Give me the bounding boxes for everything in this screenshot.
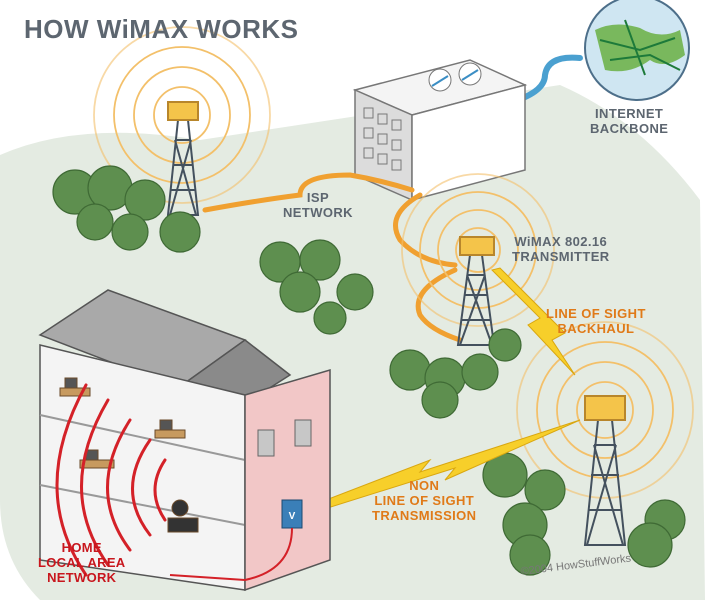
non-line-of-sight-label: NON LINE OF SIGHT TRANSMISSION bbox=[372, 478, 476, 523]
label-line: TRANSMISSION bbox=[372, 508, 477, 523]
isp-network-label: ISP NETWORK bbox=[283, 190, 353, 220]
label-line: TRANSMITTER bbox=[512, 249, 610, 264]
isp-cable-right bbox=[393, 192, 458, 268]
label-line: NETWORK bbox=[47, 570, 117, 585]
tower-left bbox=[166, 101, 200, 216]
label-line: BACKBONE bbox=[590, 121, 669, 136]
page-title: HOW WiMAX WORKS bbox=[24, 14, 299, 44]
wimax-transmitter-label: WiMAX 802.16 TRANSMITTER bbox=[512, 234, 610, 264]
label-line: LINE OF SIGHT bbox=[546, 306, 646, 321]
lan-cable bbox=[169, 527, 293, 582]
signal-rings-right bbox=[516, 321, 694, 499]
home-lan-label: HOME LOCAL AREA NETWORK bbox=[38, 540, 126, 585]
signal-rings-left bbox=[93, 26, 271, 204]
globe-icon bbox=[584, 0, 690, 101]
line-of-sight-backhaul-label: LINE OF SIGHT BACKHAUL bbox=[546, 306, 646, 336]
lan-waves bbox=[55, 383, 167, 577]
isp-building bbox=[352, 59, 528, 202]
label-line: LOCAL AREA bbox=[38, 555, 126, 570]
svg-text:V: V bbox=[289, 511, 296, 522]
desk-icons bbox=[59, 377, 199, 533]
backbone-cable bbox=[515, 54, 583, 103]
tower-middle bbox=[456, 236, 496, 346]
label-line: ISP bbox=[306, 190, 330, 205]
isp-cable-down bbox=[415, 267, 463, 343]
label-line: BACKHAUL bbox=[557, 321, 635, 336]
label-line: INTERNET bbox=[595, 106, 664, 121]
tower-right bbox=[583, 395, 627, 546]
label-line: NON bbox=[409, 478, 440, 493]
label-line: NETWORK bbox=[283, 205, 353, 220]
backhaul-lightning bbox=[491, 267, 576, 376]
label-line: LINE OF SIGHT bbox=[374, 493, 475, 508]
house: V bbox=[38, 289, 331, 592]
internet-backbone-label: INTERNET BACKBONE bbox=[590, 106, 668, 136]
isp-cable-left bbox=[202, 172, 415, 213]
label-line: WiMAX 802.16 bbox=[514, 234, 608, 249]
label-line: HOME bbox=[61, 540, 102, 555]
